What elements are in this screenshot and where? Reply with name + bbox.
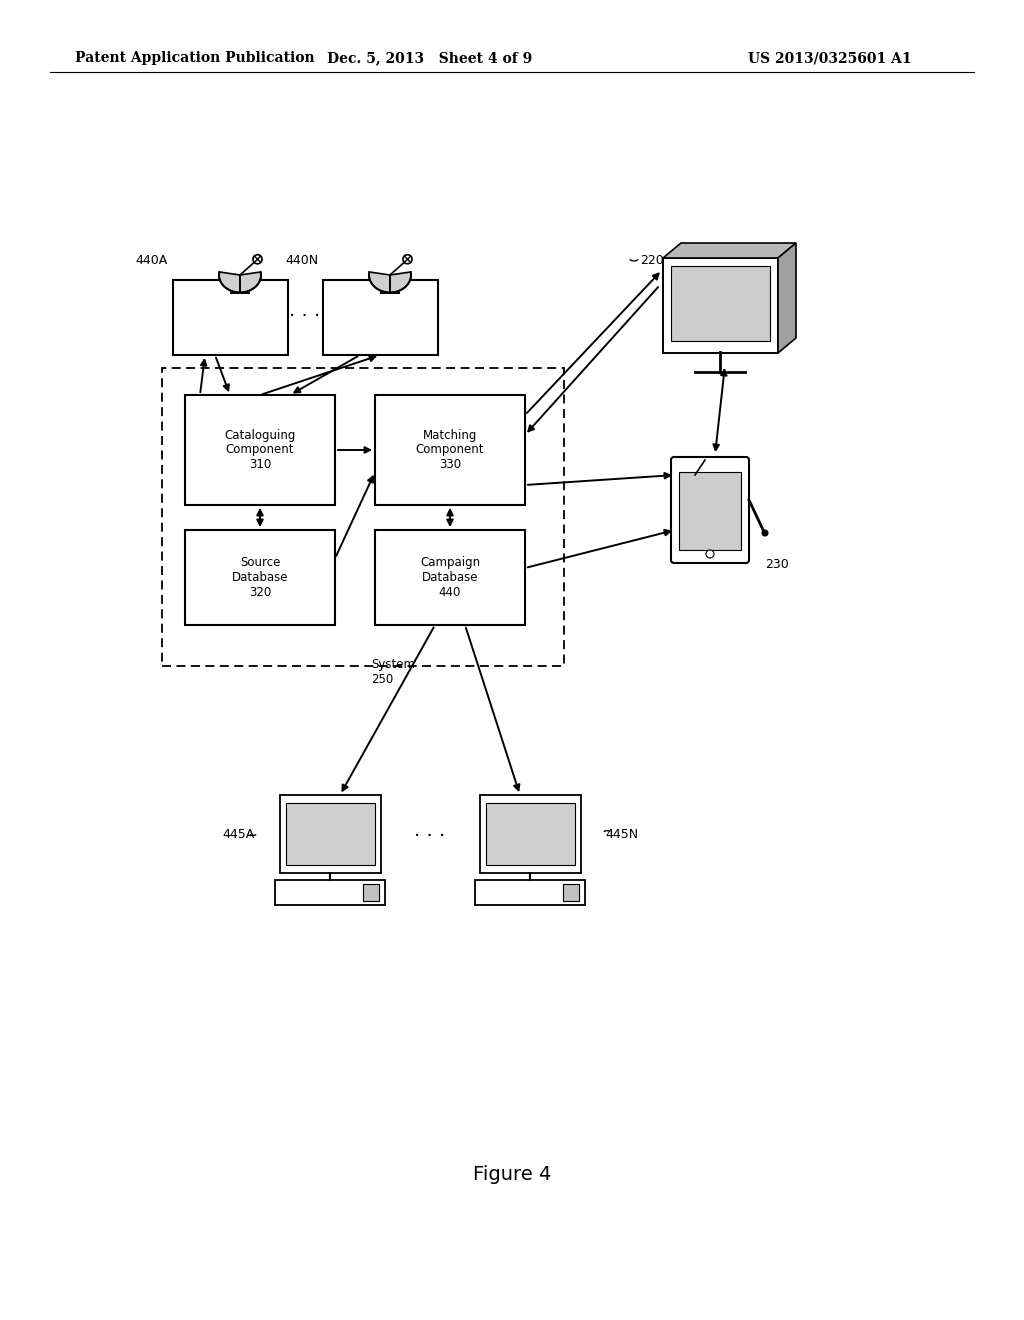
Circle shape — [403, 255, 412, 264]
Bar — [162, 368, 564, 667]
Polygon shape — [369, 272, 411, 293]
Bar — [173, 280, 288, 355]
Text: Patent Application Publication: Patent Application Publication — [75, 51, 314, 65]
Text: US 2013/0325601 A1: US 2013/0325601 A1 — [749, 51, 911, 65]
Text: System
250: System 250 — [371, 657, 415, 686]
Bar — [280, 795, 381, 873]
Bar — [486, 803, 575, 865]
Text: Source
Database
320: Source Database 320 — [231, 556, 288, 599]
Text: 440A: 440A — [136, 253, 168, 267]
Bar — [185, 531, 335, 624]
Text: Figure 4: Figure 4 — [473, 1166, 551, 1184]
Text: Matching
Component
330: Matching Component 330 — [416, 429, 484, 471]
Text: 445N: 445N — [605, 829, 638, 842]
Bar — [475, 880, 585, 906]
Text: Cataloguing
Component
310: Cataloguing Component 310 — [224, 429, 296, 471]
Polygon shape — [663, 243, 796, 257]
Text: Dec. 5, 2013   Sheet 4 of 9: Dec. 5, 2013 Sheet 4 of 9 — [328, 51, 532, 65]
Polygon shape — [219, 272, 261, 293]
Text: 220: 220 — [640, 253, 664, 267]
Circle shape — [253, 255, 262, 264]
Bar — [480, 795, 581, 873]
Bar — [663, 257, 778, 352]
Text: Campaign
Database
440: Campaign Database 440 — [420, 556, 480, 599]
Text: · · ·: · · · — [290, 308, 321, 326]
FancyBboxPatch shape — [671, 457, 749, 564]
Text: 230: 230 — [765, 558, 788, 572]
Bar — [375, 395, 525, 506]
Bar — [275, 880, 385, 906]
Bar — [323, 280, 438, 355]
Text: 445A: 445A — [223, 829, 255, 842]
Text: · · ·: · · · — [415, 828, 445, 846]
Bar — [679, 473, 741, 550]
Bar — [563, 884, 579, 902]
Polygon shape — [778, 243, 796, 352]
Circle shape — [762, 531, 768, 536]
Bar — [671, 267, 770, 341]
Bar — [185, 395, 335, 506]
Bar — [286, 803, 375, 865]
Text: 440N: 440N — [285, 253, 318, 267]
Bar — [375, 531, 525, 624]
Bar — [362, 884, 379, 902]
Circle shape — [706, 550, 714, 558]
